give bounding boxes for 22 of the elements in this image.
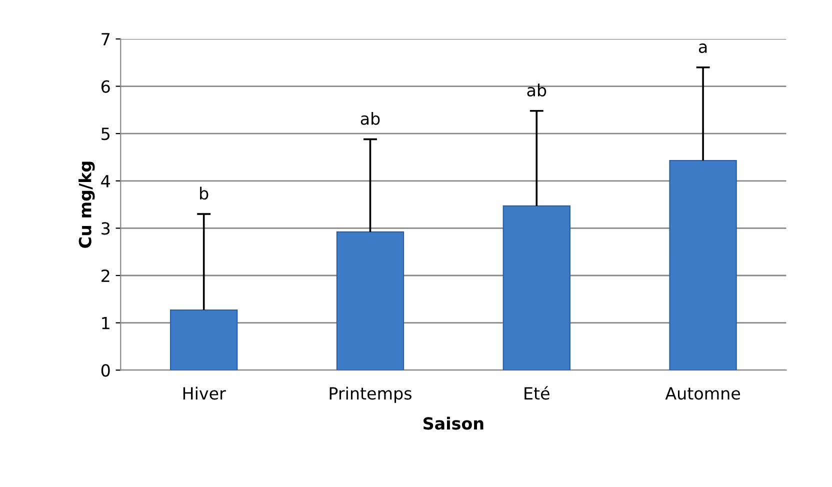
annotation: ab — [527, 84, 546, 97]
x-tick-label: Hiver — [183, 386, 226, 400]
y-axis-title: Cu mg/kg — [78, 162, 95, 248]
bar — [502, 205, 570, 370]
y-tick-label: 2 — [102, 269, 110, 282]
y-tick-label: 0 — [101, 364, 110, 377]
y-tick-label: 3 — [102, 222, 110, 235]
y-tick-label: 5 — [102, 128, 110, 140]
y-tick-label: 1 — [102, 316, 110, 330]
x-tick-label: Eté — [524, 386, 550, 400]
x-tick-label: Automne — [665, 387, 740, 400]
y-tick-label: 7 — [102, 33, 110, 46]
annotation: ab — [360, 112, 380, 125]
x-tick-label: Printemps — [330, 386, 412, 403]
annotation: a — [698, 43, 707, 54]
bar — [336, 231, 404, 370]
y-tick-label: 4 — [101, 175, 110, 188]
y-tick-label: 6 — [101, 80, 110, 93]
annotation: b — [200, 186, 208, 200]
bar — [669, 160, 737, 370]
x-axis-title: Saison — [424, 416, 484, 430]
bar — [170, 309, 238, 370]
